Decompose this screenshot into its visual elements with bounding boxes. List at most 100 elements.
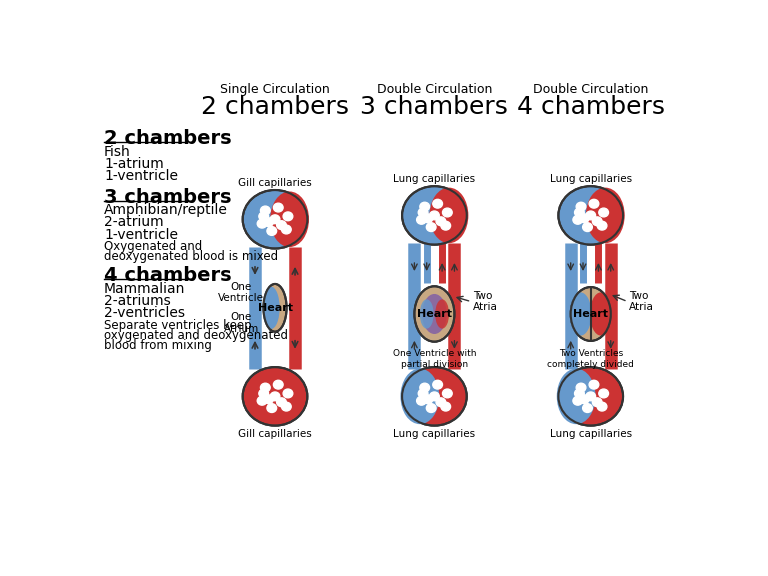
Ellipse shape xyxy=(420,300,434,329)
Ellipse shape xyxy=(598,402,607,411)
Text: Heart: Heart xyxy=(257,303,293,313)
Ellipse shape xyxy=(273,380,283,389)
Ellipse shape xyxy=(557,369,595,424)
Text: 2-ventricles: 2-ventricles xyxy=(104,306,185,320)
Text: Mammalian: Mammalian xyxy=(104,282,185,295)
Text: One
Ventricle: One Ventricle xyxy=(218,282,264,303)
Ellipse shape xyxy=(442,208,452,217)
Ellipse shape xyxy=(586,211,595,220)
Ellipse shape xyxy=(433,199,442,208)
Ellipse shape xyxy=(558,367,623,426)
Text: One
Atrium: One Atrium xyxy=(223,312,259,334)
Ellipse shape xyxy=(267,226,276,236)
Ellipse shape xyxy=(429,392,439,401)
Ellipse shape xyxy=(263,287,280,329)
Ellipse shape xyxy=(598,221,607,230)
Ellipse shape xyxy=(243,190,307,248)
Ellipse shape xyxy=(270,215,280,223)
Ellipse shape xyxy=(590,293,611,336)
Ellipse shape xyxy=(583,223,592,232)
Ellipse shape xyxy=(441,221,451,230)
Ellipse shape xyxy=(270,191,309,247)
Ellipse shape xyxy=(586,188,624,243)
Ellipse shape xyxy=(599,208,608,217)
Text: oxygenated and deoxygenated: oxygenated and deoxygenated xyxy=(104,329,288,342)
Text: Gill capillaries: Gill capillaries xyxy=(238,429,312,439)
Ellipse shape xyxy=(574,389,584,398)
Text: 2-atriums: 2-atriums xyxy=(104,294,170,308)
Text: Double Circulation: Double Circulation xyxy=(533,83,648,96)
Ellipse shape xyxy=(260,383,270,392)
Ellipse shape xyxy=(422,294,447,334)
Text: 2-atrium: 2-atrium xyxy=(104,215,164,229)
Ellipse shape xyxy=(573,396,583,405)
Ellipse shape xyxy=(259,389,269,398)
Ellipse shape xyxy=(583,404,592,412)
Ellipse shape xyxy=(283,212,293,221)
Text: Heart: Heart xyxy=(573,309,608,319)
Ellipse shape xyxy=(589,199,599,208)
Ellipse shape xyxy=(579,214,589,223)
Ellipse shape xyxy=(260,206,270,215)
Ellipse shape xyxy=(402,367,467,426)
Ellipse shape xyxy=(263,284,286,332)
Ellipse shape xyxy=(426,223,436,232)
Text: Lung capillaries: Lung capillaries xyxy=(550,429,632,439)
Ellipse shape xyxy=(257,396,267,405)
Ellipse shape xyxy=(592,217,602,226)
Text: Two Ventricles
completely divided: Two Ventricles completely divided xyxy=(548,350,634,369)
Text: Fish: Fish xyxy=(104,145,131,158)
Text: Lung capillaries: Lung capillaries xyxy=(550,174,632,184)
Ellipse shape xyxy=(419,208,428,217)
Ellipse shape xyxy=(436,217,445,226)
Ellipse shape xyxy=(282,402,291,411)
Text: Separate ventricles keep: Separate ventricles keep xyxy=(104,319,252,332)
Ellipse shape xyxy=(423,214,433,223)
Ellipse shape xyxy=(263,395,273,404)
Ellipse shape xyxy=(276,221,286,229)
Text: deoxygenated blood is mixed: deoxygenated blood is mixed xyxy=(104,250,278,263)
Text: Lung capillaries: Lung capillaries xyxy=(393,429,475,439)
Text: 4 chambers: 4 chambers xyxy=(517,95,665,119)
Ellipse shape xyxy=(558,186,623,245)
Ellipse shape xyxy=(586,392,595,401)
Text: Lung capillaries: Lung capillaries xyxy=(393,174,475,184)
Ellipse shape xyxy=(267,404,276,412)
Ellipse shape xyxy=(435,300,449,329)
Text: Gill capillaries: Gill capillaries xyxy=(238,178,312,188)
Ellipse shape xyxy=(276,398,286,407)
Ellipse shape xyxy=(573,215,583,224)
Ellipse shape xyxy=(420,383,429,392)
Text: 3 chambers: 3 chambers xyxy=(104,188,232,207)
Ellipse shape xyxy=(576,202,586,211)
Ellipse shape xyxy=(402,186,467,245)
Ellipse shape xyxy=(433,380,442,389)
Text: 2 chambers: 2 chambers xyxy=(201,95,349,119)
Ellipse shape xyxy=(592,398,602,407)
Text: Double Circulation: Double Circulation xyxy=(377,83,492,96)
Text: 3 chambers: 3 chambers xyxy=(360,95,508,119)
Ellipse shape xyxy=(273,203,283,212)
Ellipse shape xyxy=(400,369,439,424)
Ellipse shape xyxy=(599,389,608,398)
Text: 2 chambers: 2 chambers xyxy=(104,129,232,148)
Ellipse shape xyxy=(579,395,589,404)
Ellipse shape xyxy=(257,219,267,228)
Text: One Ventricle with
partial division: One Ventricle with partial division xyxy=(392,350,476,369)
Ellipse shape xyxy=(283,389,293,398)
Ellipse shape xyxy=(282,225,291,234)
Ellipse shape xyxy=(270,392,280,401)
Ellipse shape xyxy=(423,395,433,404)
Text: Amphibian/reptile: Amphibian/reptile xyxy=(104,203,228,217)
Ellipse shape xyxy=(419,389,428,398)
Ellipse shape xyxy=(415,286,455,342)
Text: 1-atrium: 1-atrium xyxy=(104,157,164,171)
Text: Oxygenated and: Oxygenated and xyxy=(104,240,202,253)
Ellipse shape xyxy=(263,218,273,226)
Ellipse shape xyxy=(442,389,452,398)
Ellipse shape xyxy=(436,398,445,407)
Ellipse shape xyxy=(259,212,269,221)
Text: 1-ventricle: 1-ventricle xyxy=(104,169,178,183)
Ellipse shape xyxy=(243,367,307,426)
Text: Heart: Heart xyxy=(417,309,452,319)
